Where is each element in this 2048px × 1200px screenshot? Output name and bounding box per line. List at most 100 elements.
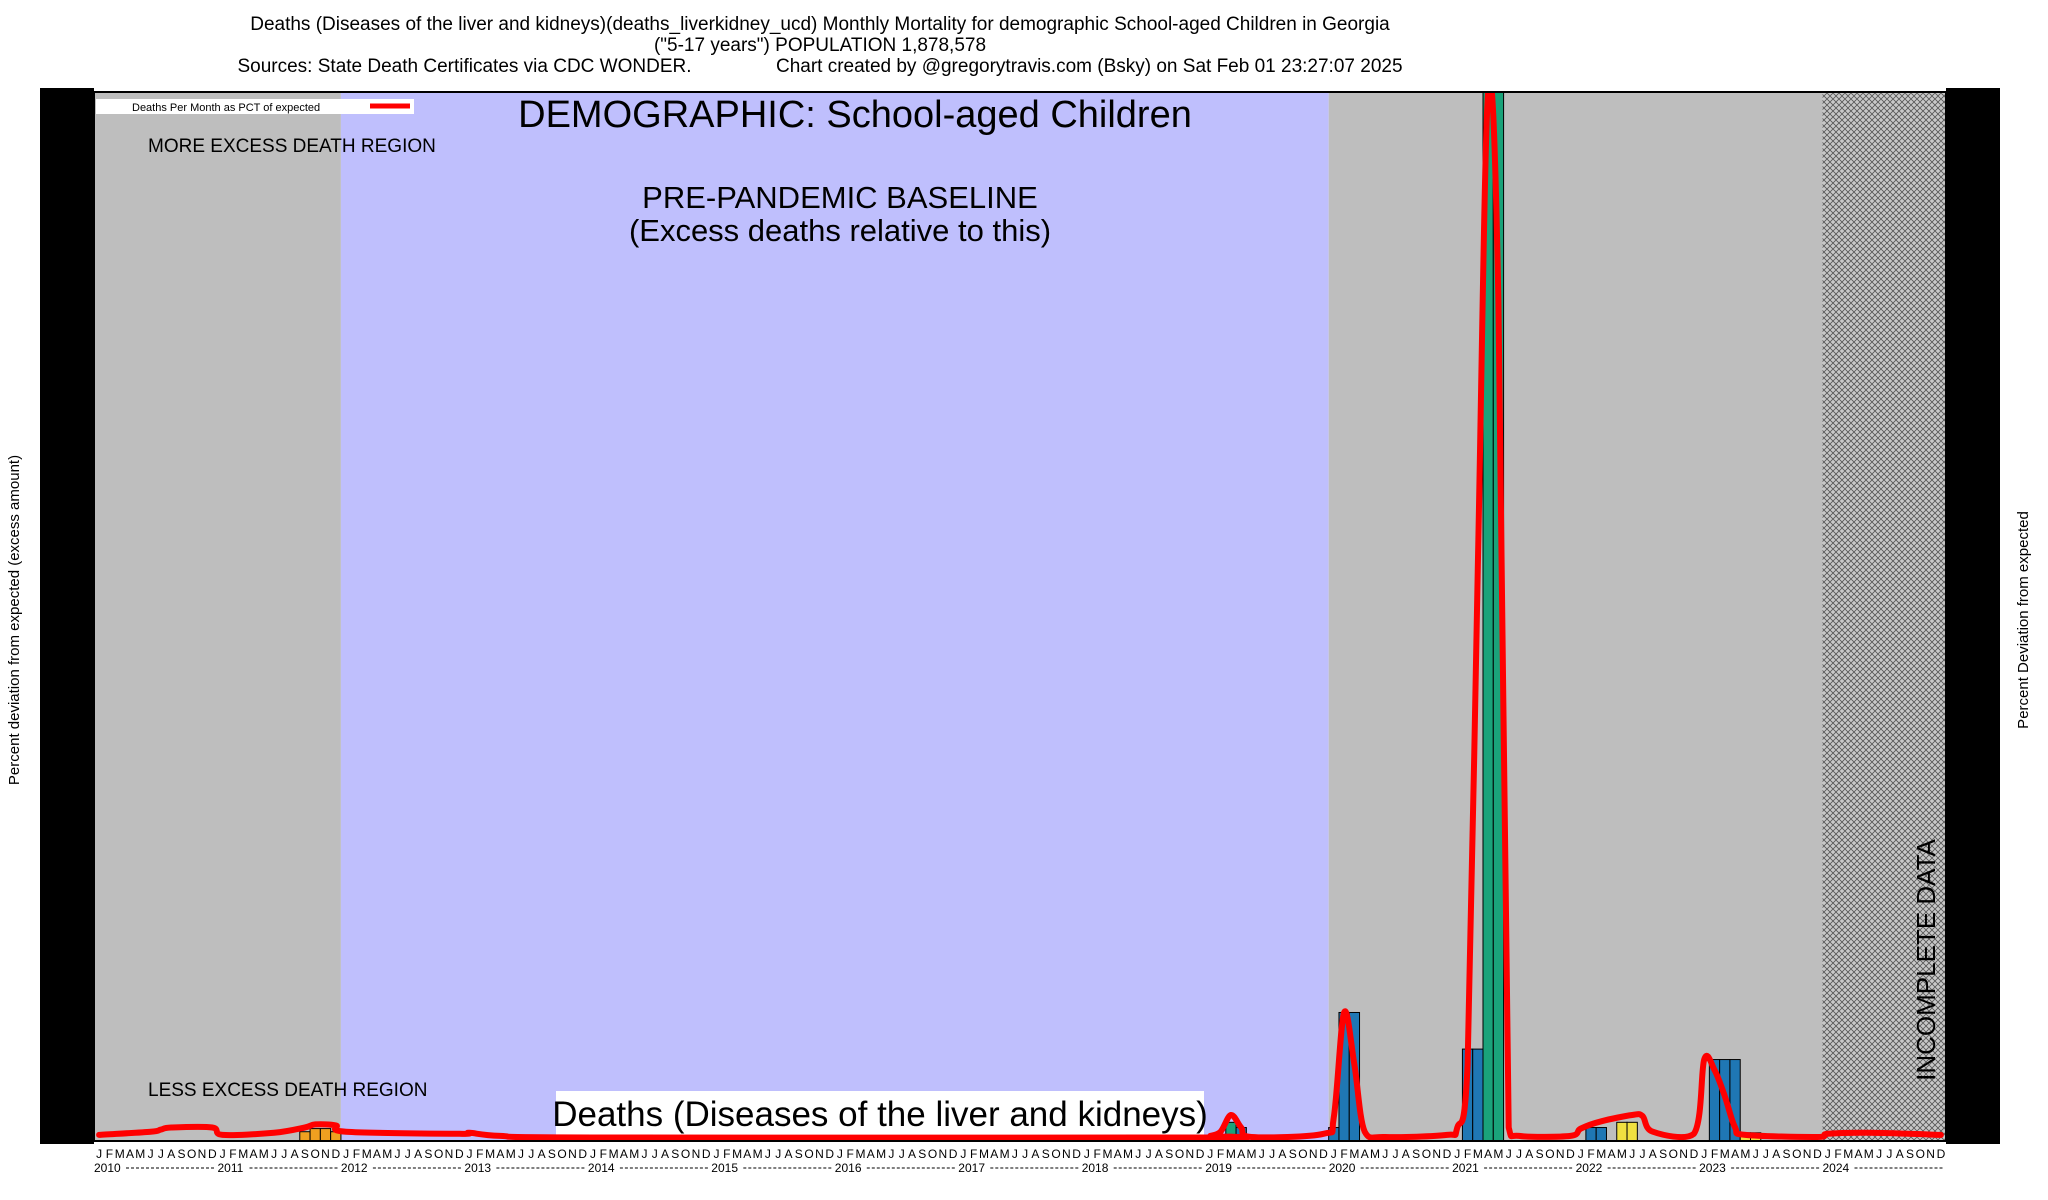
x-tick-label: N xyxy=(815,1147,824,1161)
x-tick-label: F xyxy=(1834,1147,1841,1161)
right-axis-label: Percent Deviation from expected xyxy=(2015,511,2032,729)
x-tick-label: S xyxy=(1412,1147,1420,1161)
x-tick-label: A xyxy=(126,1147,134,1161)
x-tick-label: J xyxy=(837,1147,843,1161)
x-tick-label: J xyxy=(1269,1147,1275,1161)
x-tick-label: F xyxy=(106,1147,113,1161)
x-tick-label: O xyxy=(1545,1147,1554,1161)
x-year-label: 2013 xyxy=(464,1161,491,1175)
x-tick-label: J xyxy=(281,1147,287,1161)
x-tick-label: J xyxy=(1382,1147,1388,1161)
x-year-label: 2019 xyxy=(1205,1161,1232,1175)
x-tick-label: M xyxy=(629,1147,639,1161)
x-tick-label: A xyxy=(1854,1147,1862,1161)
x-tick-label: M xyxy=(1349,1147,1359,1161)
baseline-annotation-line1: PRE-PANDEMIC BASELINE xyxy=(642,180,1038,215)
bar-2022-02 xyxy=(1585,1127,1597,1141)
x-tick-label: A xyxy=(1896,1147,1904,1161)
x-tick-label: A xyxy=(414,1147,422,1161)
more-excess-region-left xyxy=(94,92,341,1141)
x-year-label: 2022 xyxy=(1576,1161,1603,1175)
x-tick-label: A xyxy=(496,1147,504,1161)
x-tick-label: M xyxy=(1226,1147,1236,1161)
x-tick-label: A xyxy=(1402,1147,1410,1161)
x-tick-label: F xyxy=(600,1147,607,1161)
x-tick-label: J xyxy=(1331,1147,1337,1161)
x-tick-label: O xyxy=(804,1147,813,1161)
x-tick-label: A xyxy=(538,1147,546,1161)
cause-label: Deaths (Diseases of the liver and kidney… xyxy=(552,1095,1208,1134)
x-tick-label: A xyxy=(1772,1147,1780,1161)
x-tick-label: J xyxy=(1825,1147,1831,1161)
x-tick-label: M xyxy=(1370,1147,1380,1161)
x-tick-label: J xyxy=(1084,1147,1090,1161)
x-year-label: 2014 xyxy=(588,1161,615,1175)
x-tick-label: M xyxy=(732,1147,742,1161)
x-tick-label: J xyxy=(220,1147,226,1161)
x-tick-label: J xyxy=(1135,1147,1141,1161)
x-tick-label: O xyxy=(1298,1147,1307,1161)
x-tick-label: J xyxy=(1886,1147,1892,1161)
x-tick-label: F xyxy=(847,1147,854,1161)
x-tick-label: S xyxy=(1659,1147,1667,1161)
x-tick-label: J xyxy=(1876,1147,1882,1161)
x-tick-label: S xyxy=(1042,1147,1050,1161)
x-tick-label: J xyxy=(960,1147,966,1161)
x-tick-label: M xyxy=(979,1147,989,1161)
x-tick-label: A xyxy=(784,1147,792,1161)
x-tick-label: J xyxy=(467,1147,473,1161)
page-title: Deaths (Diseases of the liver and kidney… xyxy=(0,14,1640,77)
bar-2022-03 xyxy=(1595,1127,1607,1141)
x-tick-label: D xyxy=(702,1147,711,1161)
left-axis-band xyxy=(40,88,94,1144)
x-tick-label: J xyxy=(1146,1147,1152,1161)
incomplete-data-region xyxy=(1822,92,1946,1141)
x-tick-label: S xyxy=(1906,1147,1914,1161)
x-tick-label: A xyxy=(620,1147,628,1161)
x-tick-label: M xyxy=(1493,1147,1503,1161)
x-tick-label: M xyxy=(1000,1147,1010,1161)
x-tick-label: N xyxy=(1803,1147,1812,1161)
x-tick-label: F xyxy=(1094,1147,1101,1161)
x-tick-label: M xyxy=(1473,1147,1483,1161)
x-tick-label: S xyxy=(1165,1147,1173,1161)
x-tick-label: J xyxy=(148,1147,154,1161)
x-tick-label: J xyxy=(395,1147,401,1161)
x-tick-label: J xyxy=(1640,1147,1646,1161)
x-tick-label: N xyxy=(1309,1147,1318,1161)
x-tick-label: A xyxy=(867,1147,875,1161)
x-tick-label: D xyxy=(949,1147,958,1161)
x-tick-label: D xyxy=(825,1147,834,1161)
legend: Deaths Per Month as PCT of expected xyxy=(96,99,414,114)
series-line-pct-of-expected xyxy=(96,92,1944,1141)
bar-2011-11 xyxy=(319,1128,332,1141)
x-year-label: 2011 xyxy=(218,1161,244,1175)
x-tick-label: M xyxy=(1123,1147,1133,1161)
legend-label: Deaths Per Month as PCT of expected xyxy=(132,102,320,114)
x-tick-label: S xyxy=(548,1147,556,1161)
x-tick-label: J xyxy=(528,1147,534,1161)
x-tick-label: S xyxy=(424,1147,432,1161)
x-tick-label: N xyxy=(321,1147,330,1161)
x-tick-label: J xyxy=(1393,1147,1399,1161)
x-tick-label: J xyxy=(271,1147,277,1161)
x-tick-label: J xyxy=(405,1147,411,1161)
left-y-axis xyxy=(40,88,104,1144)
incomplete-data-label: INCOMPLETE DATA xyxy=(1911,838,1941,1080)
x-tick-label: N xyxy=(445,1147,454,1161)
x-tick-label: D xyxy=(1196,1147,1205,1161)
x-year-label: 2010 xyxy=(94,1161,121,1175)
x-tick-label: N xyxy=(1679,1147,1688,1161)
x-tick-label: J xyxy=(899,1147,905,1161)
x-tick-label: N xyxy=(1926,1147,1935,1161)
bar-2011-09 xyxy=(299,1131,311,1141)
x-year-label: 2021 xyxy=(1452,1161,1479,1175)
x-tick-label: O xyxy=(187,1147,196,1161)
x-tick-label: F xyxy=(229,1147,236,1161)
x-tick-label: S xyxy=(1536,1147,1544,1161)
bar-2023-04 xyxy=(1729,1059,1741,1141)
x-tick-label: S xyxy=(301,1147,309,1161)
x-tick-label: N xyxy=(1062,1147,1071,1161)
bar-2021-03 xyxy=(1472,1048,1484,1141)
